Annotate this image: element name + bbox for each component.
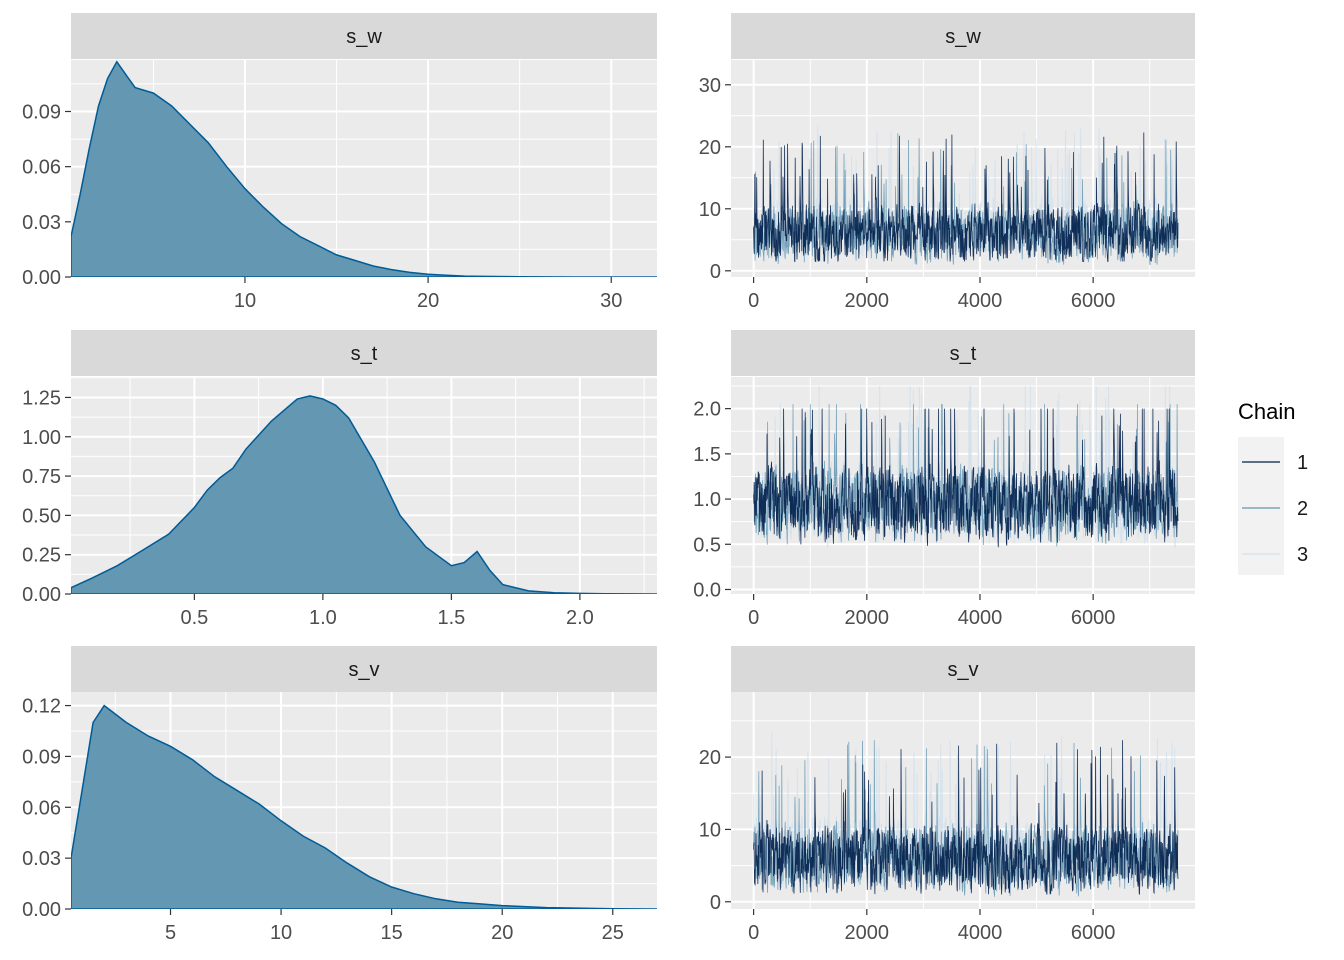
y-tick-label: 20: [699, 747, 721, 769]
x-tick-label: 2.0: [566, 607, 594, 629]
x-tick-label: 4000: [958, 922, 1003, 944]
x-tick-label: 10: [270, 922, 292, 944]
x-tick-label: 6000: [1071, 290, 1116, 312]
y-tick-label: 0.09: [22, 746, 61, 768]
y-tick-label: 0.00: [22, 584, 61, 606]
strip-label: s_v: [947, 659, 978, 681]
y-tick-label: 0.03: [22, 848, 61, 870]
x-tick-label: 0: [748, 922, 759, 944]
panel-s_w-area: s_w 10 20 30 0.00 0.03 0.06 0.09: [22, 13, 657, 312]
facet-strip: [731, 646, 1195, 692]
legend-title: Chain: [1238, 399, 1295, 424]
y-tick-label: 1.00: [22, 427, 61, 449]
x-tick-label: 1.5: [437, 607, 465, 629]
strip-label: s_t: [950, 343, 977, 365]
legend-label: 2: [1297, 498, 1308, 520]
panel-s_v-line: s_v 0 2000 4000 6000 0 10 20: [699, 646, 1195, 944]
axes: 10 20 30 0.00 0.03 0.06 0.09: [22, 101, 622, 312]
x-tick-label: 15: [381, 922, 403, 944]
panel-s_w-line: s_w 0 2000 4000 6000 0 10 20 30: [699, 13, 1195, 312]
x-tick-label: 6000: [1071, 922, 1116, 944]
x-tick-label: 6000: [1071, 607, 1116, 629]
strip-label: s_t: [351, 343, 378, 365]
x-tick-label: 4000: [958, 290, 1003, 312]
y-tick-label: 30: [699, 75, 721, 97]
panel-s_v-area: s_v 5 10 15 20 25 0.00 0.03 0.06 0.09 0.12: [22, 646, 657, 944]
axes: 0 2000 4000 6000 0.0 0.5 1.0 1.5 2.0: [693, 399, 1115, 629]
x-tick-label: 10: [234, 290, 256, 312]
x-tick-label: 5: [165, 922, 176, 944]
y-tick-label: 20: [699, 137, 721, 159]
y-tick-label: 0.09: [22, 101, 61, 123]
density-area: [71, 395, 657, 594]
y-tick-label: 1.25: [22, 387, 61, 409]
strip-label: s_w: [346, 26, 382, 48]
y-tick-label: 2.0: [693, 399, 721, 421]
y-tick-label: 0.0: [693, 579, 721, 601]
facet-strip: [71, 646, 657, 692]
facet-strip: [71, 13, 657, 59]
y-tick-label: 0.00: [22, 899, 61, 921]
trace-chain-1: [753, 408, 1179, 548]
x-tick-label: 20: [491, 922, 513, 944]
trace-chain-1: [753, 740, 1179, 895]
x-tick-label: 0: [748, 607, 759, 629]
axes: 5 10 15 20 25 0.00 0.03 0.06 0.09 0.12: [22, 696, 624, 944]
y-tick-label: 0.12: [22, 696, 61, 718]
legend-label: 3: [1297, 544, 1308, 566]
strip-label: s_w: [945, 26, 981, 48]
y-tick-label: 0.06: [22, 157, 61, 179]
legend-label: 1: [1297, 452, 1308, 474]
axes: 0 2000 4000 6000 0 10 20: [699, 747, 1116, 944]
x-tick-label: 20: [417, 290, 439, 312]
x-tick-label: 2000: [845, 922, 890, 944]
x-tick-label: 25: [602, 922, 624, 944]
density-area: [71, 60, 657, 277]
x-tick-label: 4000: [958, 607, 1003, 629]
x-tick-label: 0: [748, 290, 759, 312]
y-tick-label: 0.03: [22, 212, 61, 234]
y-tick-label: 0.75: [22, 466, 61, 488]
y-tick-label: 10: [699, 199, 721, 221]
axes: 0 2000 4000 6000 0 10 20 30: [699, 75, 1116, 312]
panel-s_t-area: s_t 0.5 1.0 1.5 2.0 0.00 0.25 0.50 0.75 1.00 1.25: [22, 330, 657, 629]
y-tick-label: 0.06: [22, 797, 61, 819]
y-tick-label: 10: [699, 819, 721, 841]
axes: 0.5 1.0 1.5 2.0 0.00 0.25 0.50 0.75 1.00 1.25: [22, 387, 594, 629]
x-tick-label: 30: [600, 290, 622, 312]
y-tick-label: 0.5: [693, 534, 721, 556]
trace-chain-1: [753, 132, 1179, 262]
y-tick-label: 0.00: [22, 267, 61, 289]
y-tick-label: 0: [710, 261, 721, 283]
panel-s_t-line: s_t 0 2000 4000 6000 0.0 0.5 1.0 1.5 2.0: [693, 330, 1195, 629]
x-tick-label: 2000: [845, 290, 890, 312]
x-tick-label: 1.0: [309, 607, 337, 629]
y-tick-label: 1.0: [693, 489, 721, 511]
y-tick-label: 1.5: [693, 444, 721, 466]
facet-panels: s_w10 20 300.000.030.060.09s_w0 2000 4000 600…: [22, 13, 1195, 944]
x-tick-label: 0.5: [180, 607, 208, 629]
y-tick-label: 0.25: [22, 545, 61, 567]
strip-label: s_v: [348, 659, 379, 681]
facet-strip: [731, 13, 1195, 59]
y-tick-label: 0.50: [22, 505, 61, 527]
chain-legend: Chain 1 2 3: [1238, 399, 1308, 575]
legend-keys: 1 2 3: [1238, 437, 1308, 575]
legend-key-background: [1238, 437, 1284, 575]
y-tick-label: 0: [710, 892, 721, 914]
density-area: [71, 704, 657, 909]
facet-strip: [731, 330, 1195, 376]
x-tick-label: 2000: [845, 607, 890, 629]
facet-strip: [71, 330, 657, 376]
